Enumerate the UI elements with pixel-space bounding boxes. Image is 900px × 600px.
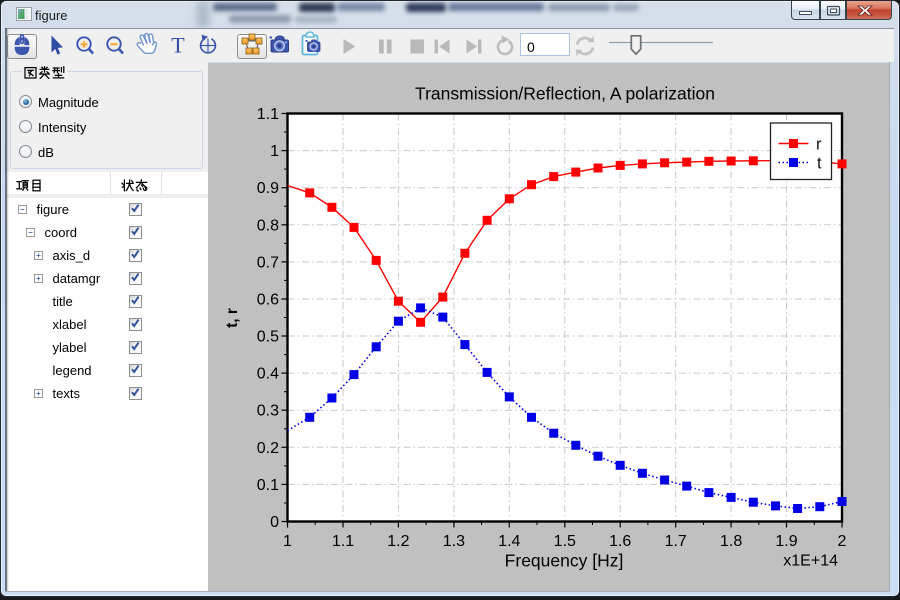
- svg-text:t: t: [817, 155, 822, 173]
- svg-text:2: 2: [838, 533, 847, 550]
- svg-text:1.8: 1.8: [720, 533, 742, 550]
- svg-text:0.6: 0.6: [257, 292, 279, 309]
- svg-text:1.6: 1.6: [609, 533, 631, 550]
- svg-text:t, r: t, r: [224, 308, 241, 328]
- svg-text:1.1: 1.1: [257, 106, 279, 123]
- svg-text:0.5: 0.5: [257, 329, 279, 346]
- svg-text:1.9: 1.9: [775, 533, 797, 550]
- svg-text:0.1: 0.1: [257, 477, 279, 494]
- svg-text:0.7: 0.7: [257, 254, 279, 271]
- svg-text:1.4: 1.4: [498, 533, 520, 550]
- svg-text:T: T: [171, 33, 185, 58]
- svg-text:0.8: 0.8: [257, 217, 279, 234]
- svg-text:1: 1: [270, 143, 279, 160]
- svg-text:0.3: 0.3: [257, 403, 279, 420]
- svg-text:0.2: 0.2: [257, 440, 279, 457]
- svg-text:r: r: [816, 136, 822, 154]
- svg-text:1.5: 1.5: [554, 533, 576, 550]
- svg-text:1: 1: [283, 533, 292, 550]
- svg-text:1.3: 1.3: [443, 533, 465, 550]
- svg-text:0: 0: [270, 514, 279, 531]
- svg-text:0.4: 0.4: [257, 366, 279, 383]
- svg-text:x1E+14: x1E+14: [783, 553, 838, 570]
- svg-text:Transmission/Reflection, A pol: Transmission/Reflection, A polarization: [415, 84, 715, 104]
- svg-text:Frequency [Hz]: Frequency [Hz]: [505, 551, 624, 571]
- svg-text:1.1: 1.1: [332, 533, 354, 550]
- svg-text:1.2: 1.2: [387, 533, 409, 550]
- svg-text:0.9: 0.9: [257, 180, 279, 197]
- svg-text:1.7: 1.7: [665, 533, 687, 550]
